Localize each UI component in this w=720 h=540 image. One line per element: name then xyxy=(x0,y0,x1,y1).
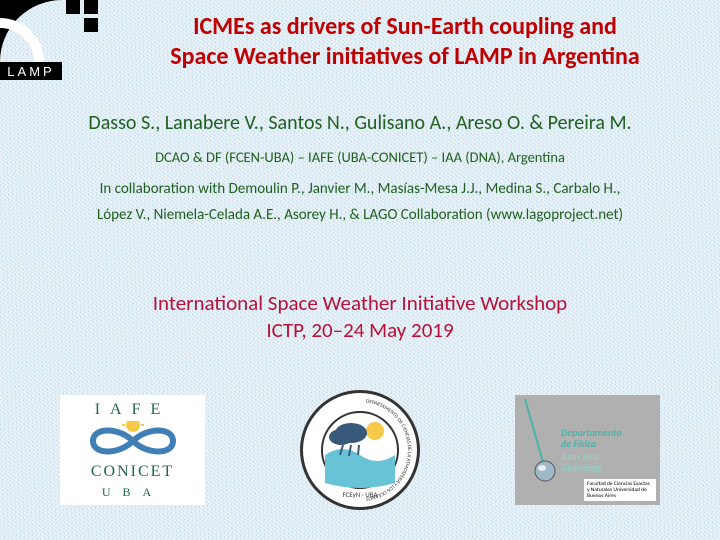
event-line-2: ICTP, 20–24 May 2019 xyxy=(266,317,453,343)
collaboration-line-1: In collaboration with Demoulin P., Janvi… xyxy=(30,180,690,198)
pendulum-icon xyxy=(519,399,559,499)
conicet-text: CONICET xyxy=(91,463,174,481)
slide-title-text: ICMEs as drivers of Sun-Earth coupling a… xyxy=(110,12,700,72)
infinity-icon xyxy=(73,421,193,461)
lamp-logo: LAMP xyxy=(0,0,100,80)
event-line-1: International Space Weather Initiative W… xyxy=(153,290,567,316)
uba-text: UBA xyxy=(102,485,163,500)
df-faculty-box: Facultad de Ciencias Exactas y Naturales… xyxy=(584,479,656,501)
dcao-logo: DEPARTAMENTO DE CIENCIAS DE LA ATMOSFERA… xyxy=(300,390,420,510)
df-l4: Giambiagi xyxy=(561,462,622,473)
svg-text:FCEyN · UBA: FCEyN · UBA xyxy=(342,490,378,499)
authors: Dasso S., Lanabere V., Santos N., Gulisa… xyxy=(30,110,690,136)
lamp-logo-text: LAMP xyxy=(7,64,54,79)
df-l2: de Física xyxy=(561,438,622,449)
affiliations: DCAO & DF (FCEN-UBA) – IAFE (UBA-CONICET… xyxy=(30,148,690,166)
iafe-text: IAFE xyxy=(95,401,171,419)
event-info: International Space Weather Initiative W… xyxy=(30,290,690,345)
df-logo: Departamento de Física Juan José Giambia… xyxy=(515,395,660,505)
slide-title: LAMP ICMEs as drivers of Sun-Earth coupl… xyxy=(0,0,720,540)
title-line-1: ICMEs as drivers of Sun-Earth coupling a… xyxy=(193,12,617,41)
title-line-2: Space Weather initiatives of LAMP in Arg… xyxy=(170,42,640,71)
logo-row: IAFE CONICET UBA xyxy=(60,390,660,510)
iafe-logo: IAFE CONICET UBA xyxy=(60,395,205,505)
collaboration-line-2: López V., Niemela-Celada A.E., Asorey H.… xyxy=(30,206,690,224)
